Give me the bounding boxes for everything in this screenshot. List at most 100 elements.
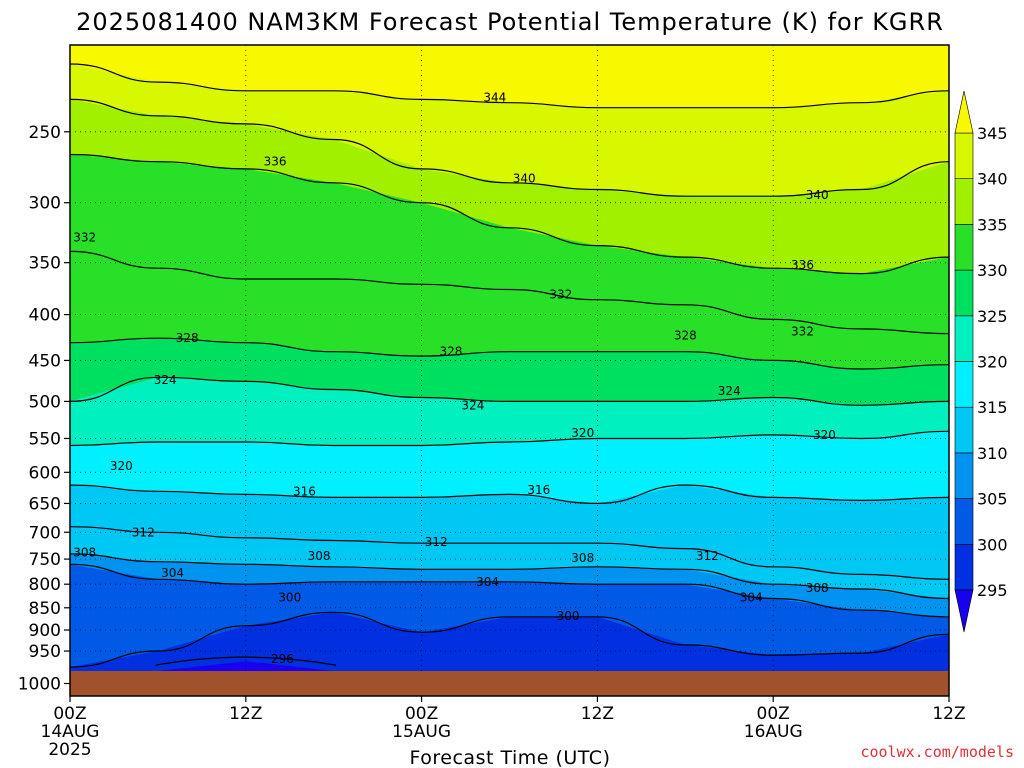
colorbar-swatch-340 <box>954 132 974 180</box>
x-tick-label-0-1: 00Z <box>53 704 86 724</box>
contour-label-308: 308 <box>571 551 594 565</box>
y-tick-label-300: 300 <box>29 194 61 214</box>
x-tick-label-0-2: 14AUG <box>41 722 100 742</box>
contour-label-336: 336 <box>791 258 814 272</box>
colorbar-extend-low <box>954 589 974 633</box>
contour-label-324: 324 <box>154 373 177 387</box>
x-tick-label-24-2: 15AUG <box>392 722 451 742</box>
contour-label-312: 312 <box>425 535 448 549</box>
isentrope-lines <box>70 63 949 668</box>
x-tick-label-24-1: 00Z <box>405 704 438 724</box>
fill-band-296 <box>70 661 949 671</box>
colorbar-extend-high <box>954 90 974 134</box>
contour-label-300: 300 <box>557 609 580 623</box>
y-tick-label-950: 950 <box>29 642 61 662</box>
contour-label-316: 316 <box>293 484 316 498</box>
isentrope-340 <box>70 98 949 197</box>
y-tick-label-600: 600 <box>29 463 61 483</box>
plot-frame <box>69 44 950 697</box>
y-tick-label-250: 250 <box>29 123 61 143</box>
contour-fill-group <box>70 45 949 671</box>
y-tick-label-400: 400 <box>29 306 61 326</box>
x-tick-label-48-2: 16AUG <box>744 722 803 742</box>
colorbar-label-310: 310 <box>977 444 1008 463</box>
y-tick-label-1000: 1000 <box>18 675 61 695</box>
x-tick-label-12-1: 12Z <box>229 704 262 724</box>
contour-label-328: 328 <box>674 328 697 342</box>
isentrope-312 <box>70 526 949 580</box>
colorbar-label-300: 300 <box>977 535 1008 554</box>
fill-band-300 <box>70 612 949 671</box>
isentrope-332 <box>70 250 949 335</box>
contour-label-328: 328 <box>176 331 199 345</box>
isentrope-320 <box>70 430 949 447</box>
colorbar: 295 300 305 310 315 320 325 330 335 340 345 <box>954 90 1008 633</box>
contour-label-312: 312 <box>696 549 719 563</box>
isentrope-324 <box>70 376 949 406</box>
x-tick-label-48-1: 00Z <box>757 704 790 724</box>
contour-label-316: 316 <box>527 483 550 497</box>
colorbar-swatch-335 <box>954 178 974 225</box>
contour-label-324: 324 <box>461 398 484 412</box>
y-tick-label-350: 350 <box>29 254 61 274</box>
contour-label-296: 296 <box>271 652 294 666</box>
y-tick-label-700: 700 <box>29 523 61 543</box>
plot-area: 344 336 340 340 332 336 332 332 328 328 328 324 324 3… <box>69 44 950 697</box>
colorbar-swatch-305 <box>954 452 974 499</box>
contour-label-324: 324 <box>718 384 741 398</box>
y-tick-label-750: 750 <box>29 550 61 570</box>
isentrope-308 <box>70 553 949 600</box>
contour-label-332: 332 <box>791 325 814 339</box>
colorbar-swatch-315 <box>954 361 974 408</box>
x-tick-label-0-3: 2025 <box>48 740 91 760</box>
colorbar-label-320: 320 <box>977 353 1008 372</box>
contour-label-320: 320 <box>110 459 133 473</box>
isentrope-296 <box>155 656 336 666</box>
contour-label-336: 336 <box>264 155 287 169</box>
contour-label-344: 344 <box>483 91 506 105</box>
colorbar-swatch-320 <box>954 315 974 362</box>
isentrope-316 <box>70 484 949 505</box>
contour-label-340: 340 <box>513 172 536 186</box>
colorbar-swatch-330 <box>954 224 974 271</box>
y-axis: 2503003504004505005506006507007508008509… <box>18 123 70 695</box>
x-tick-label-60-1: 12Z <box>932 704 965 724</box>
isentrope-336 <box>70 153 949 275</box>
contour-label-300: 300 <box>278 591 301 605</box>
isentrope-300 <box>70 611 949 668</box>
chart-title: 2025081400 NAM3KM Forecast Potential Tem… <box>76 8 944 36</box>
x-axis-label: Forecast Time (UTC) <box>410 747 611 768</box>
colorbar-label-335: 335 <box>977 215 1008 234</box>
ground-band <box>70 671 949 696</box>
x-tick-label-36-1: 12Z <box>581 704 614 724</box>
contour-label-308: 308 <box>806 581 829 595</box>
contour-label-312: 312 <box>132 525 155 539</box>
y-tick-label-500: 500 <box>29 392 61 412</box>
y-tick-label-550: 550 <box>29 429 61 449</box>
isentrope-344 <box>70 63 949 109</box>
colorbar-swatch-295 <box>954 543 974 591</box>
contour-label-332: 332 <box>73 230 96 244</box>
contour-label-308: 308 <box>308 549 331 563</box>
colorbar-label-295: 295 <box>977 581 1008 600</box>
y-tick-label-450: 450 <box>29 351 61 371</box>
contour-label-328: 328 <box>439 345 462 359</box>
contour-label-332: 332 <box>549 288 572 302</box>
colorbar-label-340: 340 <box>977 170 1008 189</box>
contour-label-340: 340 <box>806 188 829 202</box>
colorbar-swatch-310 <box>954 406 974 454</box>
credit-text: coolwx.com/models <box>860 743 1014 761</box>
contour-labels: 344 336 340 340 332 336 332 332 328 328 328 324 324 3… <box>73 91 836 666</box>
contour-label-304: 304 <box>161 566 184 580</box>
colorbar-label-325: 325 <box>977 307 1008 326</box>
isentrope-304 <box>70 563 949 618</box>
colorbar-swatch-325 <box>954 269 974 317</box>
y-tick-label-650: 650 <box>29 494 61 514</box>
contour-label-304: 304 <box>476 575 499 589</box>
colorbar-label-315: 315 <box>977 398 1008 417</box>
contour-label-304: 304 <box>740 591 763 605</box>
colorbar-label-305: 305 <box>977 490 1008 509</box>
contour-label-308: 308 <box>73 545 96 559</box>
